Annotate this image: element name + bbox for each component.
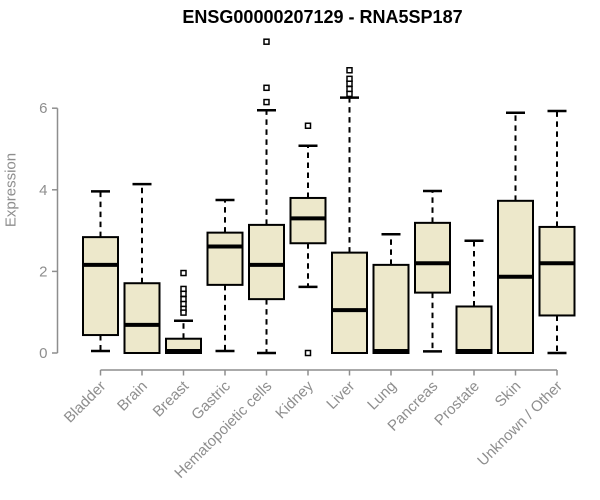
boxplot-group: Skin [492, 111, 534, 411]
outlier-point [263, 98, 270, 106]
y-tick-label: 2 [39, 263, 47, 280]
outlier-point [180, 269, 187, 277]
box-rect [123, 282, 161, 354]
outlier-point [346, 80, 353, 87]
boxplot-group: Lung [364, 233, 410, 414]
y-tick-label: 0 [39, 345, 47, 362]
box-rect [372, 263, 410, 355]
outlier-point [304, 349, 312, 357]
box-rect [331, 251, 368, 354]
x-category-label: Liver [323, 378, 358, 413]
x-category-label: Prostate [431, 378, 483, 430]
box-rect [414, 221, 451, 294]
x-category-label: Kidney [272, 377, 317, 422]
box-rect [538, 225, 576, 317]
y-tick-label: 4 [39, 182, 47, 199]
boxplot-group: Bladder [61, 190, 119, 427]
boxplot-group: Brain [114, 182, 161, 415]
x-category-label: Lung [364, 378, 400, 414]
box-rect [248, 223, 285, 301]
box-rect [289, 196, 327, 245]
box-rect [82, 236, 119, 337]
boxplot-group: Liver [323, 67, 368, 413]
x-category-label: Brain [114, 378, 151, 415]
outlier-point [263, 84, 270, 92]
outlier-point [180, 309, 187, 316]
box-rect [206, 231, 244, 286]
y-tick-label: 6 [39, 100, 47, 117]
outlier-point [346, 90, 353, 98]
outlier-point [180, 290, 187, 298]
outlier-point [304, 122, 312, 129]
y-axis-label: Expression [2, 152, 20, 228]
x-category-label: Breast [150, 377, 193, 420]
box-rect [455, 305, 493, 355]
outlier-point [346, 67, 353, 74]
x-category-label: Skin [492, 378, 525, 411]
boxplot-group: Gastric [188, 198, 244, 423]
x-category-label: Bladder [61, 378, 110, 427]
outlier-point [263, 38, 270, 45]
chart-title: ENSG00000207129 - RNA5SP187 [182, 7, 463, 27]
